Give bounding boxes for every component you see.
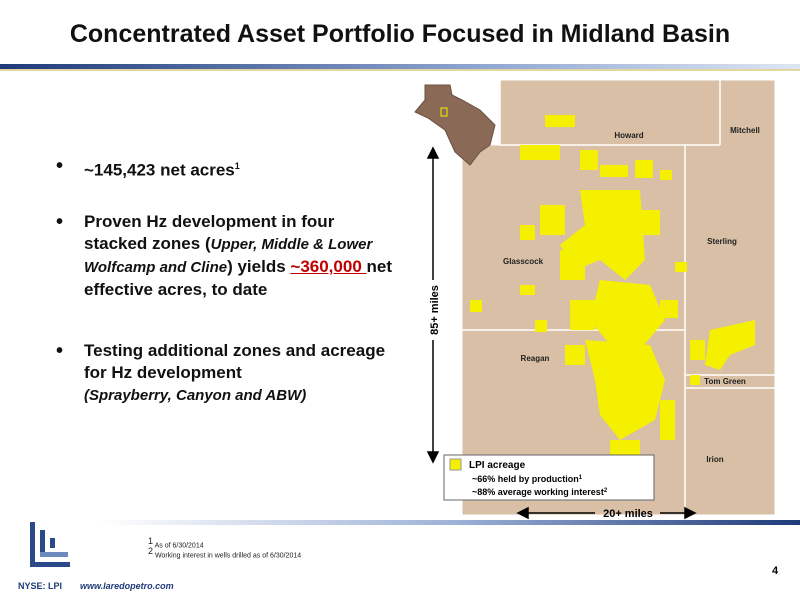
bullet-italic: (Sprayberry, Canyon and ABW) [84, 387, 307, 404]
inset-box [440, 107, 448, 117]
ticker: NYSE: LPI [18, 581, 63, 591]
legend-line: ~66% held by production1 [472, 474, 583, 484]
footnote: 1 As of 6/30/2014 [148, 536, 204, 549]
county-label: Sterling [707, 237, 737, 246]
footnote-text: Working interest in wells drilled as of … [154, 552, 302, 560]
footnote-mark: 2 [148, 546, 154, 556]
map: Howard Mitchell Glasscock Sterling Reaga… [414, 79, 776, 520]
title-rule [0, 64, 800, 69]
footer-rule [100, 520, 800, 525]
legend-sup: 1 [579, 475, 583, 481]
county-label: Howard [614, 131, 643, 140]
title-rule-accent [0, 69, 800, 71]
bullet-text: ~145,423 net acres [84, 160, 235, 180]
county-label: Mitchell [730, 126, 760, 135]
horizontal-scale: 20+ miles [603, 508, 653, 520]
bullet-text: Proven Hz development in four stacked zo… [84, 212, 335, 253]
county-label: Glasscock [503, 257, 544, 266]
bullet-text: yields [232, 257, 291, 276]
acreage [470, 115, 755, 470]
highlight: ~360,000 [290, 257, 367, 276]
legend-sup: 2 [604, 488, 608, 494]
county-label: Reagan [521, 354, 550, 363]
bullet-italic: Upper, Middle & Lower Wolfcamp and Cline [84, 236, 373, 276]
county-label: Tom Green [704, 377, 746, 386]
logo [30, 522, 70, 567]
sup: 1 [234, 161, 240, 171]
paren: ) [227, 257, 233, 276]
slide-title: Concentrated Asset Portfolio Focused in … [69, 20, 731, 48]
county-label: Irion [706, 455, 723, 464]
website: www.laredopetro.com [80, 581, 174, 591]
paren: ( [204, 234, 211, 253]
page-number: 4 [772, 565, 779, 577]
footnote-mark: 1 [148, 536, 154, 546]
texas-inset [414, 84, 496, 166]
legend-text: ~88% average working interest [472, 487, 604, 497]
bullet-text: Testing additional zones and acreage for… [84, 341, 386, 382]
legend [443, 454, 655, 501]
footnote: 2 Working interest in wells drilled as o… [148, 546, 301, 559]
vertical-scale: 85+ miles [429, 285, 441, 335]
footnote-text: As of 6/30/2014 [154, 542, 204, 550]
legend-line: ~88% average working interest2 [472, 487, 608, 497]
legend-text: ~66% held by production [472, 474, 579, 484]
legend-label: LPI acreage [469, 460, 526, 471]
legend-swatch [449, 458, 462, 471]
bullet-text: net effective acres, to date [84, 257, 392, 299]
